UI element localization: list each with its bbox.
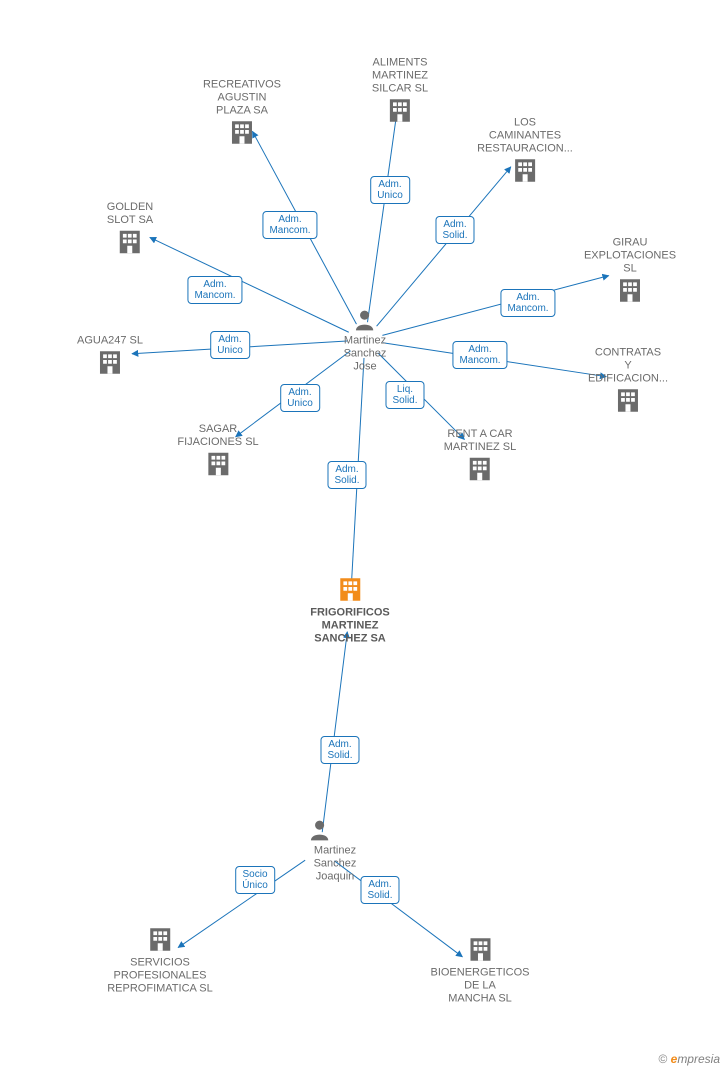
node-label: ALIMENTSMARTINEZSILCAR SL <box>372 57 428 96</box>
company-node-c4: GIRAUEXPLOTACIONES SL <box>581 235 679 306</box>
edge-label: Adm.Unico <box>280 384 320 412</box>
node-label: GIRAUEXPLOTACIONES SL <box>581 237 679 276</box>
edge-line <box>382 276 608 336</box>
person-node-p1: MartinezSanchezJose <box>344 307 387 374</box>
edge-label: Adm.Solid. <box>360 876 399 904</box>
node-label: RECREATIVOSAGUSTINPLAZA SA <box>203 79 281 118</box>
company-node-c1: RECREATIVOSAGUSTINPLAZA SA <box>203 77 281 148</box>
edge-label: SocioÚnico <box>235 866 275 894</box>
node-label: AGUA247 SL <box>77 335 143 348</box>
edge-line <box>150 237 349 332</box>
edge-label: Liq.Solid. <box>385 381 424 409</box>
node-label: GOLDENSLOT SA <box>107 201 153 227</box>
edge-line <box>322 632 347 832</box>
company-node-c11: BIOENERGETICOSDE LAMANCHA SL <box>430 935 529 1006</box>
company-node-c3: LOSCAMINANTESRESTAURACION... <box>477 115 573 186</box>
edge-label: Adm.Mancom. <box>187 276 242 304</box>
edge-label: Adm.Solid. <box>435 216 474 244</box>
node-label: SAGARFIJACIONES SL <box>177 423 258 449</box>
node-label: CONTRATASYEDIFICACION... <box>588 347 668 386</box>
edge-label: Adm.Unico <box>210 331 250 359</box>
edge-label: Adm.Solid. <box>327 461 366 489</box>
company-node-c2: ALIMENTSMARTINEZSILCAR SL <box>372 55 428 126</box>
node-label: BIOENERGETICOSDE LAMANCHA SL <box>430 967 529 1006</box>
company-node-c7: SAGARFIJACIONES SL <box>177 421 258 479</box>
brand-rest: mpresia <box>677 1052 720 1066</box>
company-node-c10: SERVICIOSPROFESIONALESREPROFIMATICA SL <box>107 925 213 996</box>
company-node-c6: RENT A CARMARTINEZ SL <box>444 426 517 484</box>
company-node-c5: CONTRATASYEDIFICACION... <box>588 345 668 416</box>
node-label: LOSCAMINANTESRESTAURACION... <box>477 117 573 156</box>
node-label: SERVICIOSPROFESIONALESREPROFIMATICA SL <box>107 957 213 996</box>
edge-label: Adm.Mancom. <box>500 289 555 317</box>
edge-label: Adm.Mancom. <box>262 211 317 239</box>
copyright-symbol: © <box>658 1052 667 1066</box>
node-label: RENT A CARMARTINEZ SL <box>444 428 517 454</box>
edge-label: Adm.Unico <box>370 176 410 204</box>
edge-label: Adm.Solid. <box>320 736 359 764</box>
company-node-c8: AGUA247 SL <box>77 333 143 378</box>
edges-layer <box>0 0 728 1070</box>
edge-line <box>367 112 396 322</box>
node-label: FRIGORIFICOSMARTINEZSANCHEZ SA <box>310 607 389 646</box>
company-node-c9: GOLDENSLOT SA <box>107 199 153 257</box>
edge-label: Adm.Mancom. <box>452 341 507 369</box>
node-label: MartinezSanchezJoaquin <box>314 845 357 884</box>
company-node-cF: FRIGORIFICOSMARTINEZSANCHEZ SA <box>310 575 389 646</box>
node-label: MartinezSanchezJose <box>344 335 387 374</box>
diagram-stage: MartinezSanchezJose MartinezSanchezJoaqui… <box>0 0 728 1070</box>
footer-credit: © empresia <box>658 1052 720 1066</box>
person-node-p2: MartinezSanchezJoaquin <box>284 817 357 884</box>
